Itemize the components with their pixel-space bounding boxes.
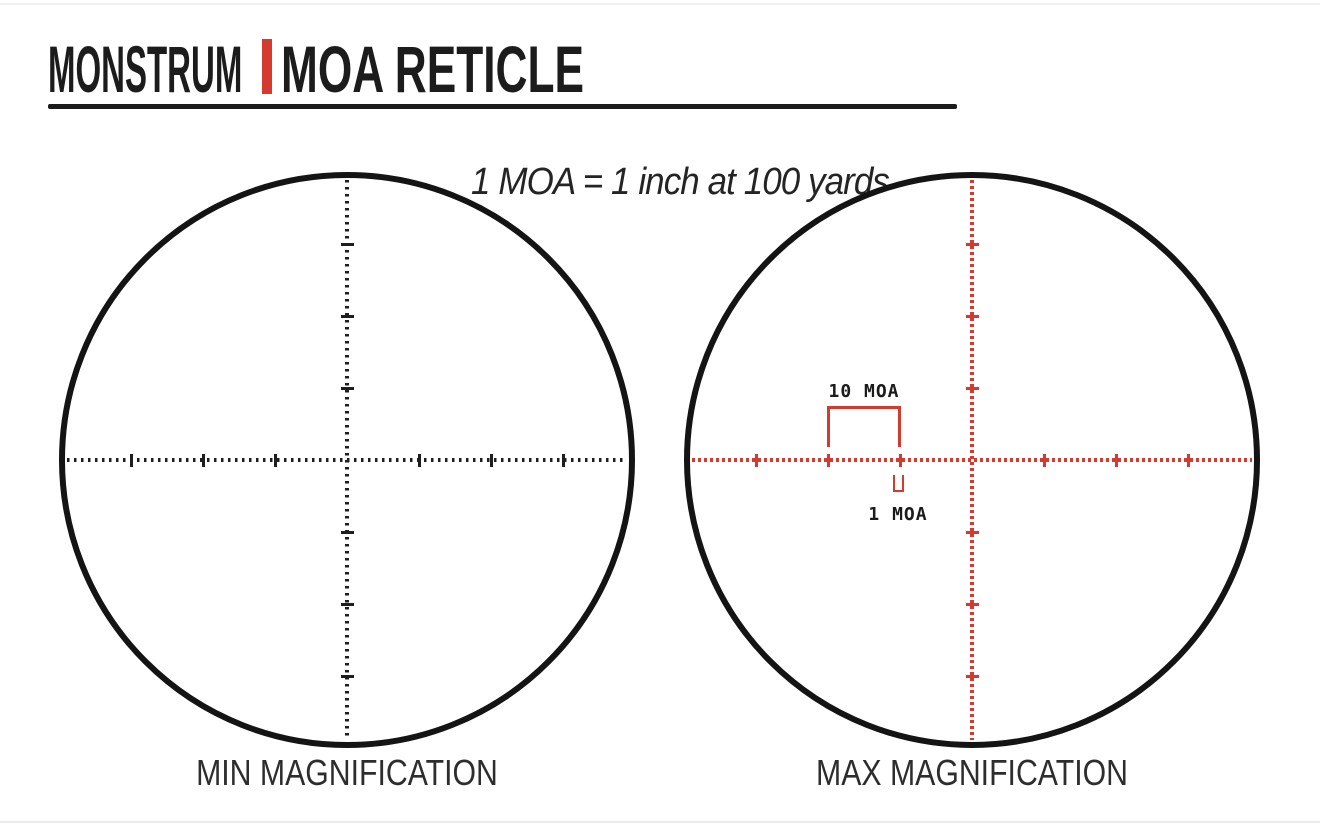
bottom-border-line [0,821,1320,823]
reticle-horizontal-line [67,458,627,462]
header-underline [48,104,957,109]
brand-logo-text: MONSTRUM [48,32,243,106]
min-magnification-label: MIN MAGNIFICATION [196,752,498,793]
reticle-max-lens: 10 MOA 1 MOA [684,172,1260,748]
one-moa-label: 1 MOA [868,504,928,525]
one-moa-bracket [893,475,904,492]
page-title: MOA RETICLE [281,32,584,106]
max-magnification-label: MAX MAGNIFICATION [816,752,1128,793]
ten-moa-bracket [827,406,901,447]
min-magnification-scope: MIN MAGNIFICATION [59,172,635,793]
ten-moa-label: 10 MOA [828,381,900,402]
moa-definition-text: 1 MOA = 1 inch at 100 yards [471,161,890,203]
reticle-min-lens [59,172,635,748]
brand-divider-bar [262,39,272,94]
max-magnification-scope: 10 MOA 1 MOA MAX MAGNIFICATION [684,172,1260,793]
top-border-line [0,3,1320,5]
reticle-horizontal-line [692,458,1252,462]
